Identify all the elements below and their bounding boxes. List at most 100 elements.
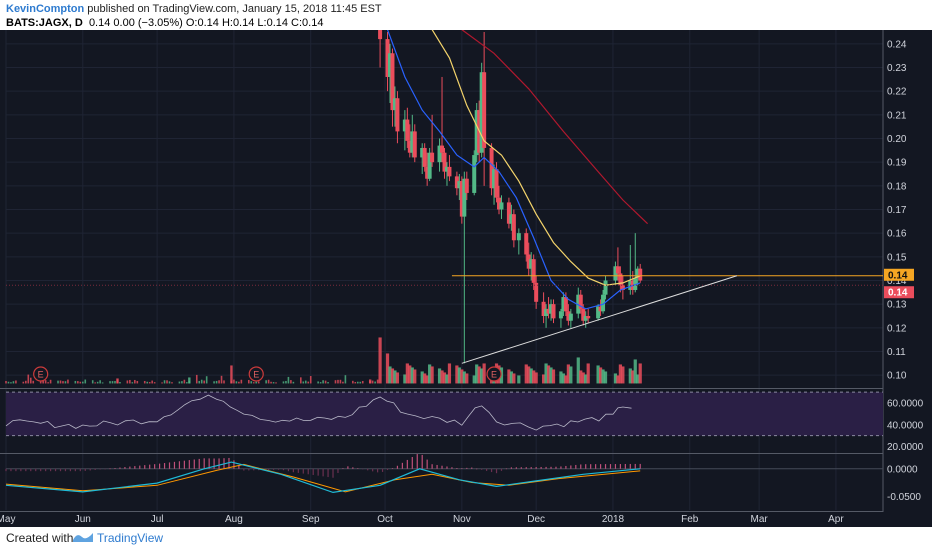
volume-bar	[62, 381, 64, 384]
volume-bar	[532, 370, 536, 384]
volume-bar	[371, 380, 374, 384]
author-link[interactable]: KevinCompton	[6, 3, 85, 15]
macd-histogram-bar	[79, 468, 81, 472]
volume-bar	[186, 382, 188, 384]
candle-body	[497, 197, 502, 210]
date-tick-label: Jun	[75, 514, 91, 525]
volume-bar	[309, 376, 312, 384]
macd-histogram-bar	[322, 468, 324, 477]
volume-bar	[134, 379, 136, 384]
symbol-line: BATS:JAGX, D 0.14 0.00 (−3.05%) O:0.14 H…	[6, 17, 323, 29]
price-tick-label: 0.18	[887, 181, 907, 192]
tradingview-brand[interactable]: TradingView	[97, 531, 164, 545]
macd-histogram-bar	[233, 460, 235, 469]
volume-bar	[15, 380, 17, 384]
macd-histogram-bar	[500, 468, 503, 471]
date-tick-label: Sep	[302, 514, 320, 525]
chart-footer: Created with TradingView	[0, 527, 932, 550]
price-tick-label: 0.17	[887, 205, 907, 216]
date-tick-label: Nov	[453, 514, 471, 525]
price-tick-label: 0.20	[887, 134, 907, 145]
macd-histogram-bar	[307, 468, 309, 475]
volume-bar	[153, 382, 156, 384]
macd-histogram-bar	[203, 458, 205, 469]
rsi-band	[6, 392, 883, 436]
volume-bar	[527, 366, 531, 384]
volume-bar	[77, 381, 79, 384]
macd-histogram-bar	[347, 466, 349, 469]
mid-moving-average-line	[431, 30, 641, 286]
candle-body	[430, 152, 435, 163]
volume-bar	[581, 372, 585, 384]
volume-bar	[361, 380, 364, 384]
volume-bar	[462, 371, 466, 384]
candle-body	[511, 214, 516, 241]
earnings-marker	[33, 366, 49, 382]
macd-histogram-bar	[25, 468, 27, 472]
volume-bar	[265, 380, 267, 384]
macd-histogram-bar	[109, 468, 111, 470]
volume-bar	[300, 377, 302, 384]
candle-body	[492, 169, 497, 189]
macd-histogram-bar	[54, 468, 57, 472]
macd-histogram-bar	[282, 468, 285, 471]
macd-histogram-bar	[560, 466, 562, 469]
volume-bar	[551, 369, 556, 384]
volume-bar	[317, 381, 319, 384]
candle-body	[390, 53, 395, 111]
price-tick-label: 0.13	[887, 300, 907, 311]
volume-bar	[25, 380, 27, 384]
volume-bar	[32, 380, 35, 384]
volume-bar	[507, 369, 511, 384]
chart-canvas[interactable]: E E E 0.24 0.23 0.22 0.21 0.20 0.19 0.18 0.17 0.16 0…	[0, 30, 932, 527]
volume-bar	[447, 363, 452, 384]
volume-bar	[195, 374, 198, 384]
macd-histogram-bar	[609, 464, 612, 469]
volume-bar	[633, 359, 637, 384]
price-tick-label: 0.19	[887, 158, 907, 169]
volume-bar	[285, 380, 287, 384]
macd-histogram-bar	[431, 464, 433, 469]
macd-histogram-bar	[183, 460, 185, 469]
macd-histogram-bar	[451, 467, 453, 469]
volume-bar	[99, 380, 101, 384]
candle-body	[620, 285, 625, 290]
macd-histogram-bar	[550, 466, 552, 469]
tradingview-logo-icon	[73, 533, 93, 542]
macd-histogram-bar	[595, 464, 597, 469]
macd-histogram-bar	[540, 466, 542, 469]
macd-histogram-bar	[5, 468, 7, 472]
macd-histogram-bar	[149, 464, 151, 469]
candle-body	[596, 306, 601, 319]
volume-bar	[161, 382, 163, 384]
macd-histogram-bar	[198, 458, 200, 469]
volume-bar	[517, 375, 521, 384]
volume-bar	[252, 382, 255, 384]
volume-bar	[616, 375, 620, 384]
volume-bar	[603, 371, 608, 384]
macd-histogram-bar	[629, 463, 631, 469]
price-tick-label: 0.14	[887, 276, 907, 287]
date-tick-label: 2018	[602, 514, 625, 525]
volume-bar	[109, 381, 111, 384]
volume-bar	[213, 381, 215, 384]
volume-bar	[322, 380, 324, 384]
macd-histogram-bar	[381, 468, 384, 472]
volume-bar	[529, 368, 533, 384]
candle-body	[531, 259, 536, 283]
volume-bar	[181, 381, 183, 384]
volume-bar	[621, 366, 625, 384]
macd-tick-label: -0.0500	[887, 492, 921, 503]
volume-bar	[178, 381, 181, 384]
volume-bar	[636, 374, 640, 384]
macd-histogram-bar	[426, 459, 428, 469]
macd-histogram-bar	[119, 467, 121, 469]
volume-bar	[480, 368, 484, 384]
volume-bar	[247, 379, 250, 384]
volume-bar	[81, 381, 84, 384]
earnings-marker	[248, 366, 264, 382]
volume-bar	[534, 372, 538, 384]
date-tick-label: Jul	[151, 514, 164, 525]
volume-bar	[42, 380, 44, 384]
price-tick-label: 0.21	[887, 110, 907, 121]
